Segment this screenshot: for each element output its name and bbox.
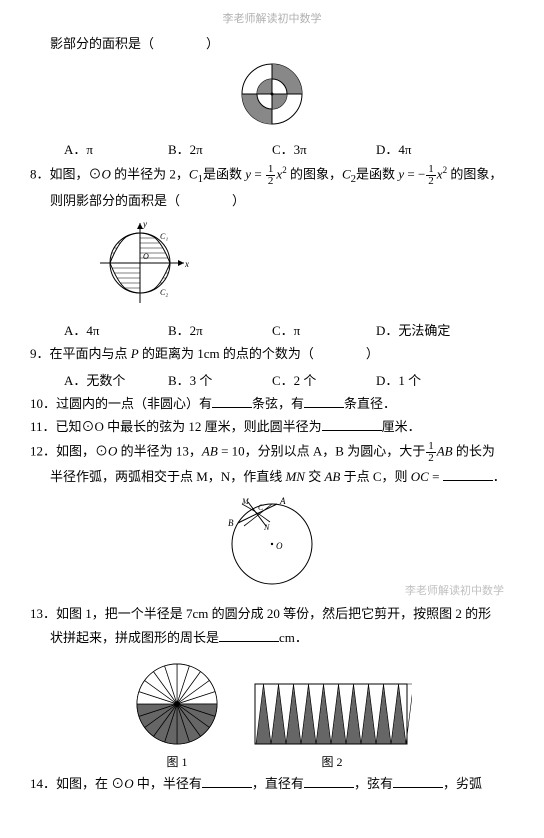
q10: 10．过圆内的一点（非圆心）有条弦，有条直径． bbox=[30, 394, 514, 415]
fig1 bbox=[132, 659, 222, 749]
q12-line1: 12．如图，⊙O 的半径为 13，AB = 10，分别以点 A，B 为圆心，大于… bbox=[30, 441, 514, 464]
blank bbox=[443, 467, 493, 481]
q7-opt-b: B．2π bbox=[168, 139, 272, 158]
svg-text:A: A bbox=[279, 496, 286, 506]
svg-text:C₁: C₁ bbox=[160, 232, 168, 241]
svg-text:x: x bbox=[184, 259, 189, 269]
blank bbox=[304, 774, 354, 788]
svg-text:O: O bbox=[143, 252, 149, 261]
q8-opt-c: C．π bbox=[272, 320, 376, 339]
fig2-label: 图 2 bbox=[252, 753, 412, 770]
watermark: 李老师解读初中数学 bbox=[405, 582, 504, 598]
q7-options: A．π B．2π C．3π D．4π bbox=[30, 137, 514, 160]
blank bbox=[322, 417, 382, 431]
q7-opt-a: A．π bbox=[64, 139, 168, 158]
q9-options: A．无数个 B．3 个 C．2 个 D．1 个 bbox=[30, 368, 514, 391]
q9-opt-b: B．3 个 bbox=[168, 370, 272, 389]
q13-line1: 13．如图 1，把一个半径是 7cm 的圆分成 20 等份，然后把它剪开，按照图… bbox=[30, 604, 514, 625]
q7-stem: 影部分的面积是（ ） bbox=[30, 34, 514, 55]
svg-text:y: y bbox=[142, 219, 147, 229]
q9-opt-c: C．2 个 bbox=[272, 370, 376, 389]
blank bbox=[212, 394, 252, 408]
blank bbox=[202, 774, 252, 788]
q8-opt-d: D．无法确定 bbox=[376, 320, 480, 339]
q8-opt-b: B．2π bbox=[168, 320, 272, 339]
q11: 11．已知⊙O 中最长的弦为 12 厘米，则此圆半径为厘米． bbox=[30, 417, 514, 438]
q9-opt-a: A．无数个 bbox=[64, 370, 168, 389]
svg-text:M: M bbox=[241, 497, 250, 506]
q12-line2: 半径作弧，两弧相交于点 M，N，作直线 MN 交 AB 于点 C，则 OC = … bbox=[30, 467, 514, 488]
fig2 bbox=[252, 679, 412, 749]
q7-figure bbox=[30, 61, 514, 131]
q14: 14．如图，在 ⊙O 中，半径有，直径有，弦有，劣弧 bbox=[30, 774, 514, 795]
svg-text:O: O bbox=[276, 541, 283, 551]
blank bbox=[219, 628, 279, 642]
q7-opt-c: C．3π bbox=[272, 139, 376, 158]
q8-line2: 则阴影部分的面积是（ ） bbox=[30, 191, 514, 212]
q7-opt-d: D．4π bbox=[376, 139, 480, 158]
q8-options: A．4π B．2π C．π D．无法确定 bbox=[30, 318, 514, 341]
svg-text:N: N bbox=[263, 523, 270, 532]
blank bbox=[393, 774, 443, 788]
fig1-label: 图 1 bbox=[132, 753, 222, 770]
q8-opt-a: A．4π bbox=[64, 320, 168, 339]
page-header: 李老师解读初中数学 bbox=[30, 10, 514, 26]
svg-text:B: B bbox=[228, 518, 234, 528]
svg-text:C₂: C₂ bbox=[160, 288, 168, 297]
q9-stem: 9．在平面内与点 P 的距离为 1cm 的点的个数为（ ） bbox=[30, 344, 514, 365]
q13-figures: 图 1 图 2 bbox=[30, 659, 514, 770]
q8-figure: x y O C₁ C₂ bbox=[30, 218, 514, 312]
q8-line1: 8．如图，⊙O 的半径为 2，C1是函数 y = 12x2 的图象，C2是函数 … bbox=[30, 163, 514, 188]
blank bbox=[304, 394, 344, 408]
q13-line2: 状拼起来，拼成图形的周长是cm． bbox=[30, 628, 514, 649]
svg-text:C: C bbox=[258, 503, 264, 512]
q9-opt-d: D．1 个 bbox=[376, 370, 480, 389]
